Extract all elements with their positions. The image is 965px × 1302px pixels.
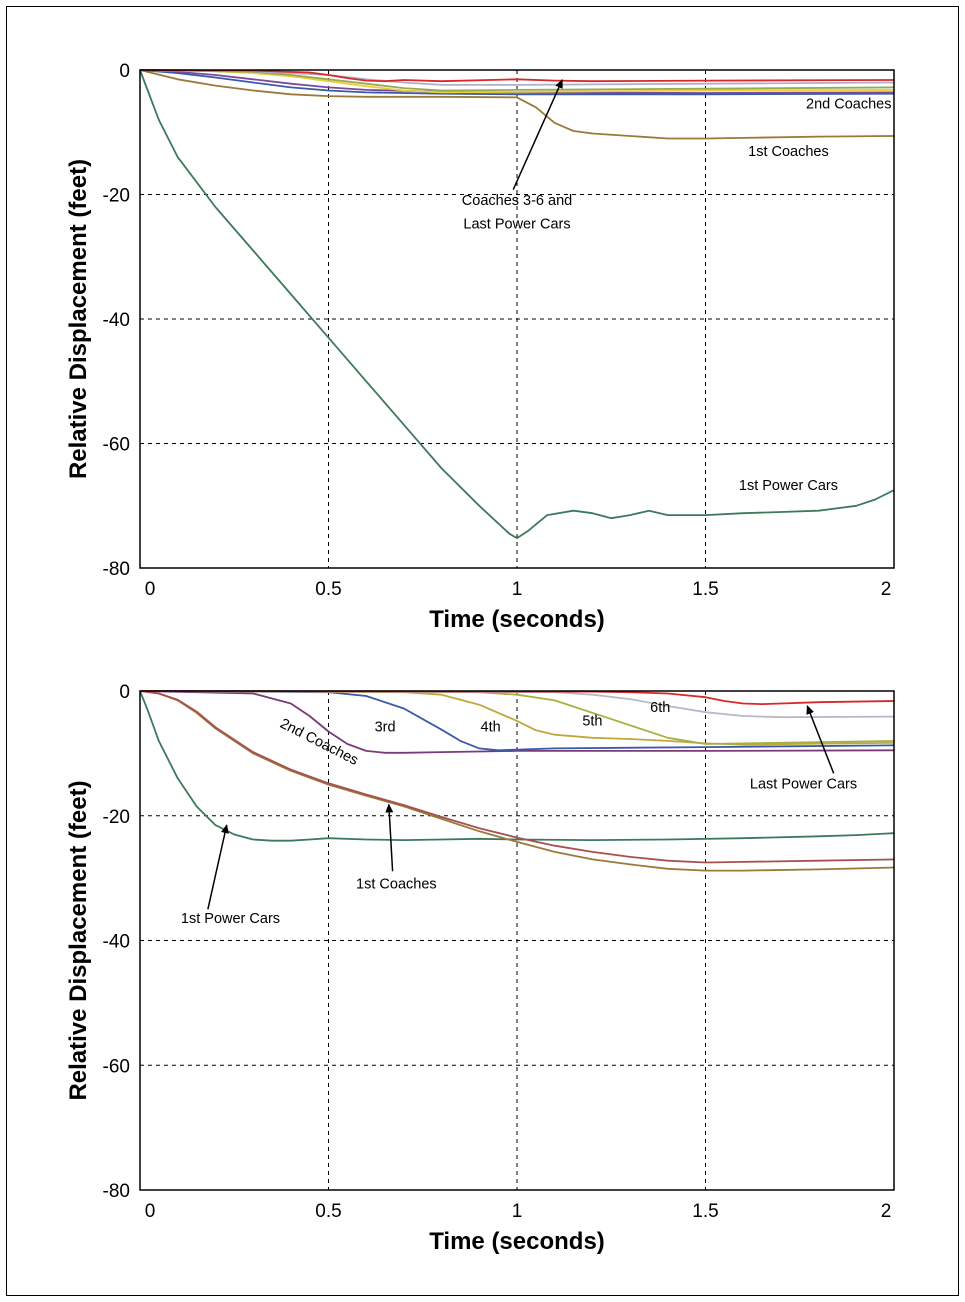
x-tick-label: 1.5 <box>692 579 718 600</box>
series-line-7 <box>139 69 895 86</box>
x-tick-label: 1 <box>512 1201 523 1222</box>
annotation-arrow <box>806 705 835 774</box>
x-axis-title: Time (seconds) <box>429 1228 605 1255</box>
series-line-4 <box>139 69 895 94</box>
x-tick-label: 0.5 <box>315 579 341 600</box>
series-line-7 <box>139 690 895 745</box>
series-line-2 <box>139 690 895 872</box>
y-tick-label: -40 <box>103 310 130 331</box>
annotation-label: Last Power Cars <box>750 776 857 792</box>
series-line-9 <box>139 690 895 705</box>
x-tick-label: 0.5 <box>315 1201 341 1222</box>
annotation-label: 5th <box>582 713 602 729</box>
y-tick-label: -80 <box>103 1181 130 1202</box>
y-tick-label: -40 <box>103 932 130 953</box>
x-tick-label: 2 <box>881 579 892 600</box>
chart-panel-2: 0 0.5 1 1.5 2 0 -20 -40 -60 -80 Time (seconds) Rela… <box>65 682 895 1255</box>
chart-panel-1: 0 0.5 1 1.5 2 0 -20 -40 -60 -80 Time (seconds) Rela… <box>65 61 895 633</box>
annotation-label: Last Power Cars <box>463 217 570 233</box>
annotation-label: 3rd <box>375 720 396 736</box>
x-tick-label: 1 <box>512 579 523 600</box>
y-tick-label: -20 <box>103 807 130 828</box>
y-tick-label: -60 <box>103 1056 130 1077</box>
series-line-8 <box>139 69 895 83</box>
y-tick-label: 0 <box>119 682 130 703</box>
x-tick-label: 0 <box>145 1201 156 1222</box>
x-axis-title: Time (seconds) <box>429 606 605 633</box>
figure-frame <box>6 6 959 1296</box>
y-tick-label: 0 <box>119 61 130 82</box>
x-tick-label: 0 <box>145 579 156 600</box>
series-line-3 <box>139 690 895 864</box>
y-axis-title: Relative Displacement (feet) <box>65 780 92 1100</box>
x-tick-label: 1.5 <box>692 1201 718 1222</box>
y-axis-title: Relative Displacement (feet) <box>65 159 92 479</box>
y-tick-label: -20 <box>103 186 130 207</box>
annotation-label: Coaches 3-6 and <box>462 193 572 209</box>
series-line-4 <box>139 690 895 754</box>
series-line-1 <box>139 690 895 842</box>
annotation-label: 1st Power Cars <box>181 911 280 927</box>
series-line-5 <box>139 690 895 752</box>
series-line-6 <box>139 69 895 92</box>
series-line-3 <box>139 69 895 96</box>
y-tick-label: -60 <box>103 435 130 456</box>
series-line-8 <box>139 690 895 719</box>
series-line-2 <box>139 69 895 140</box>
annotation-label: 1st Coaches <box>356 877 437 893</box>
annotation-arrow <box>385 803 394 872</box>
annotation-arrow <box>207 824 229 910</box>
annotation-arrow <box>512 79 563 190</box>
plot-area <box>139 690 895 1191</box>
plot-area <box>139 69 895 569</box>
y-tick-label: -80 <box>103 559 130 580</box>
series-line-1 <box>139 69 895 539</box>
x-tick-label: 2 <box>881 1201 892 1222</box>
annotation-label: 4th <box>481 720 501 736</box>
annotation-label: 1st Power Cars <box>739 478 838 494</box>
annotation-label: 1st Coaches <box>748 144 829 160</box>
annotation-label: 6th <box>650 700 670 716</box>
annotation-label: 2nd Coaches <box>806 97 891 113</box>
